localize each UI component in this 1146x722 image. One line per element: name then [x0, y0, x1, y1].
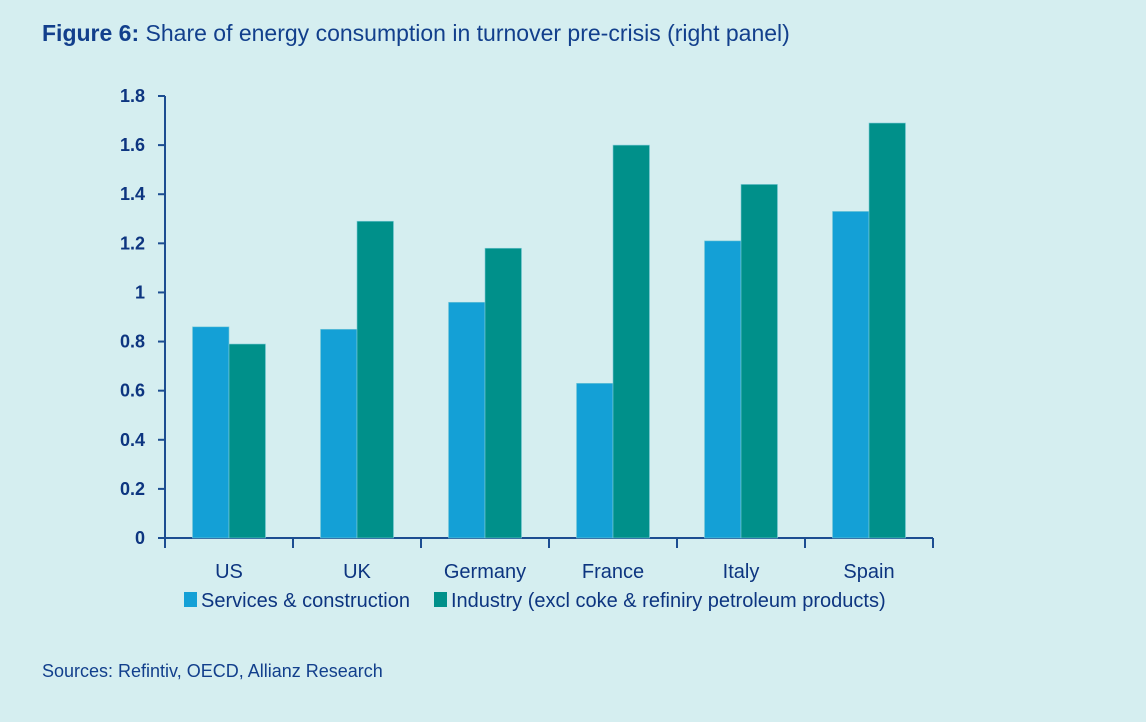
- legend-label-services: Services & construction: [201, 590, 410, 612]
- figure-number: Figure 6:: [42, 20, 140, 46]
- y-tick-label: 1: [135, 282, 145, 302]
- x-category-label: Spain: [843, 561, 894, 583]
- y-tick-label: 0: [135, 528, 145, 548]
- y-tick-label: 0.6: [120, 381, 145, 401]
- bar-services-france: [576, 382, 614, 539]
- legend-swatch-industry: [434, 592, 447, 607]
- x-category-label: France: [582, 561, 644, 583]
- bar-industry-france: [612, 144, 650, 539]
- y-tick-label: 1.6: [120, 135, 145, 155]
- bar-services-us: [192, 326, 230, 539]
- y-tick-label: 1.8: [120, 86, 145, 106]
- y-tick-label: 0.8: [120, 332, 145, 352]
- x-category-label: UK: [343, 561, 371, 583]
- y-tick-label: 1.2: [120, 233, 145, 253]
- bar-services-uk: [320, 328, 358, 539]
- bar-services-germany: [448, 301, 486, 539]
- x-category-label: Germany: [444, 561, 526, 583]
- sources-note: Sources: Refintiv, OECD, Allianz Researc…: [42, 661, 383, 681]
- bar-industry-germany: [484, 247, 522, 539]
- chart-title: Figure 6: Share of energy consumption in…: [42, 20, 790, 47]
- y-tick-label: 1.4: [120, 184, 145, 204]
- bar-industry-uk: [356, 220, 394, 539]
- figure-caption: Share of energy consumption in turnover …: [139, 20, 790, 46]
- x-category-label: US: [215, 561, 243, 583]
- bar-industry-spain: [868, 122, 906, 539]
- legend-label-industry: Industry (excl coke & refiniry petroleum…: [451, 590, 886, 612]
- bar-industry-italy: [740, 184, 778, 539]
- x-category-label: Italy: [723, 561, 760, 583]
- y-tick-label: 0.4: [120, 430, 145, 450]
- bar-industry-us: [228, 343, 266, 539]
- legend-swatch-services: [184, 592, 197, 607]
- y-tick-label: 0.2: [120, 479, 145, 499]
- bar-services-spain: [832, 211, 870, 539]
- bar-services-italy: [704, 240, 742, 539]
